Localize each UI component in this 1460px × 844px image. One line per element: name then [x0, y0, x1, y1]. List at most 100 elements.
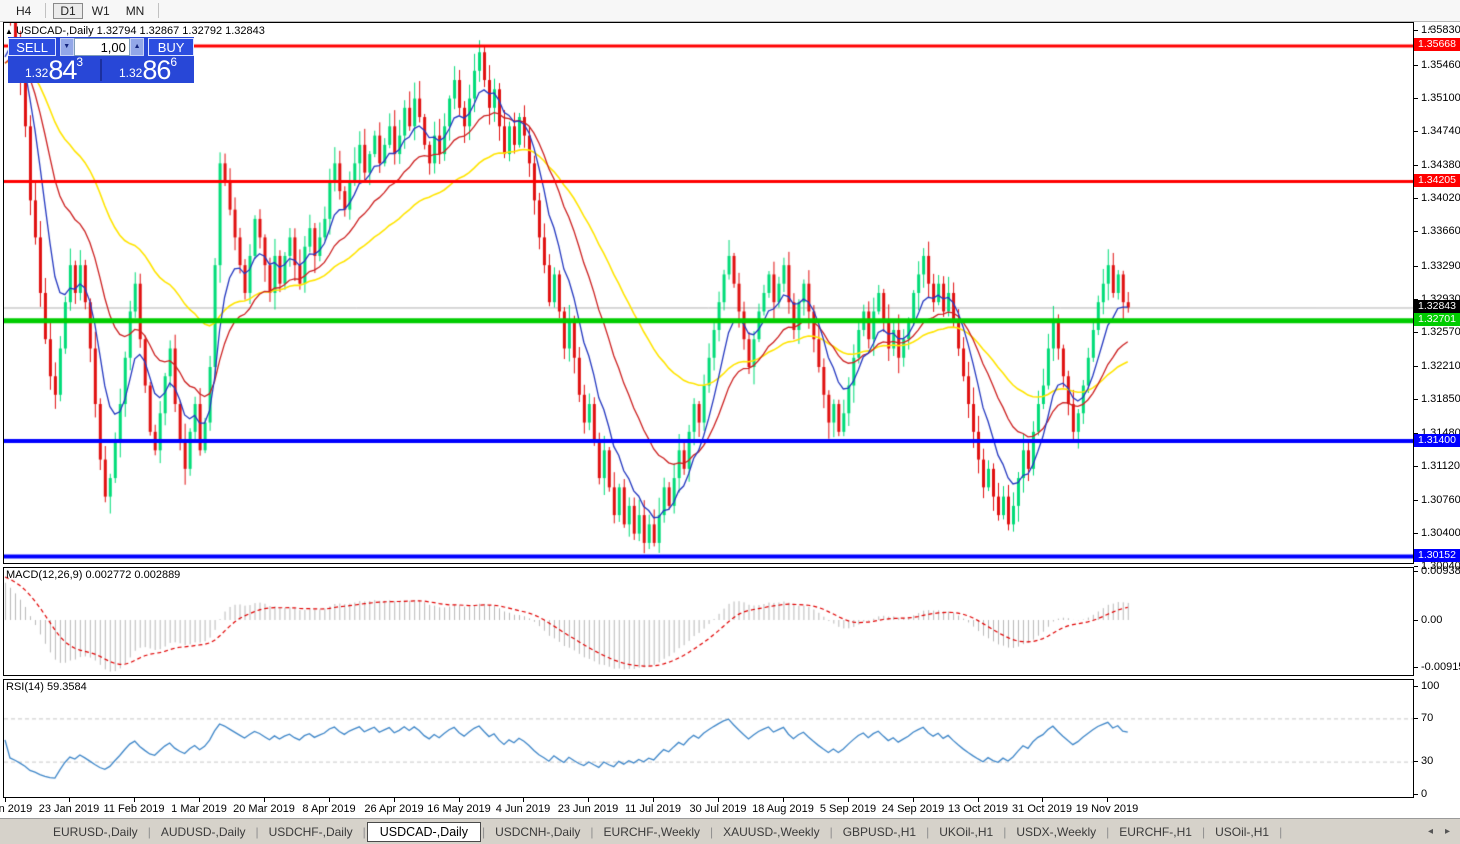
chart-shift-marker-icon[interactable]: ▴ [1428, 23, 1433, 32]
chart-tab-audusd-daily[interactable]: AUDUSD-,Daily [160, 824, 246, 839]
timeframe-button-mn[interactable]: MN [125, 3, 145, 18]
buy-price-prefix: 1.32 [118, 66, 143, 80]
price-tick-label: 1.35100 [1421, 92, 1460, 104]
price-tick-label: 1.32210 [1421, 360, 1460, 372]
date-tick [69, 798, 70, 802]
price-scale[interactable]: 1.35830 1.35460 1.35100 1.34740 1.34380 1.340… [1414, 0, 1460, 820]
tab-separator: | [255, 824, 259, 839]
tab-separator: | [362, 824, 366, 839]
hline-price-tag: 1.32701 [1414, 313, 1460, 326]
rsi-canvas[interactable] [4, 680, 1413, 797]
date-tick [459, 798, 460, 802]
price-tick-label: 1.35830 [1421, 24, 1460, 36]
date-tick [5, 798, 6, 802]
chart-tab-usoil-h1[interactable]: USOil-,H1 [1215, 824, 1270, 839]
macd-canvas[interactable] [4, 568, 1413, 675]
date-label: 11 Feb 2019 [103, 803, 165, 815]
tab-separator: | [1003, 824, 1007, 839]
date-tick [783, 798, 784, 802]
chart-title: ▲ USDCAD-,Daily 1.32794 1.32867 1.32792 … [5, 25, 265, 37]
axis-tick [1414, 566, 1418, 567]
axis-tick [1414, 30, 1418, 31]
date-label: 19 Nov 2019 [1075, 803, 1139, 815]
chart-tab-xauusd-weekly[interactable]: XAUUSD-,Weekly [723, 824, 820, 839]
date-label: 24 Sep 2019 [881, 803, 945, 815]
chart-tab-usdcad-daily[interactable]: USDCAD-,Daily [366, 821, 481, 842]
date-label: 16 May 2019 [427, 803, 491, 815]
price-tick-label: 1.34740 [1421, 125, 1460, 137]
sell-button[interactable]: SELL [8, 38, 57, 56]
date-tick [199, 798, 200, 802]
axis-tick [1414, 500, 1418, 501]
date-tick [264, 798, 265, 802]
timeframe-button-d1[interactable]: D1 [53, 2, 83, 19]
timeframe-button-h4[interactable]: H4 [16, 3, 32, 18]
axis-tick [1414, 65, 1418, 66]
chart-tab-usdchf-daily[interactable]: USDCHF-,Daily [268, 824, 353, 839]
buy-price-display[interactable]: 1.32 86 6 [102, 55, 194, 84]
price-tick-label: 1.30400 [1421, 527, 1460, 539]
axis-tick [1414, 131, 1418, 132]
date-label: 23 Jan 2019 [38, 803, 100, 815]
axis-tick [1414, 667, 1418, 668]
date-tick [848, 798, 849, 802]
volume-decrease-button[interactable]: ▼ [59, 38, 74, 56]
date-tick [653, 798, 654, 802]
main-chart-panel [3, 22, 1414, 564]
date-tick [913, 798, 914, 802]
tab-scroll-right-icon[interactable]: ▸ [1444, 826, 1450, 837]
date-tick [718, 798, 719, 802]
price-chart-canvas[interactable] [4, 23, 1413, 563]
chart-tab-eurusd-daily[interactable]: EURUSD-,Daily [53, 824, 138, 839]
axis-tick [1414, 299, 1418, 300]
tab-separator: | [481, 824, 486, 839]
rsi-value-label: 59.3584 [46, 681, 87, 693]
timeframe-button-w1[interactable]: W1 [91, 3, 110, 18]
price-divider [100, 59, 102, 81]
axis-tick [1414, 198, 1418, 199]
tab-scroll-left-icon[interactable]: ◂ [1427, 826, 1433, 837]
volume-input[interactable] [73, 38, 130, 56]
price-tick-label: 1.31850 [1421, 393, 1460, 405]
date-label: 4 Jan 2019 [0, 803, 33, 815]
date-tick [588, 798, 589, 802]
date-tick [134, 798, 135, 802]
tab-separator: | [1279, 824, 1283, 839]
chart-tab-eurchf-h1[interactable]: EURCHF-,H1 [1119, 824, 1192, 839]
date-tick [329, 798, 330, 802]
axis-tick [1414, 686, 1418, 687]
axis-tick [1414, 761, 1418, 762]
axis-tick [1414, 718, 1418, 719]
rsi-tick-label: 0 [1421, 788, 1428, 800]
price-tick-label: 1.35460 [1421, 59, 1460, 71]
tab-separator: | [147, 824, 151, 839]
tab-separator: | [1201, 824, 1206, 839]
axis-tick [1414, 98, 1418, 99]
price-tick-label: 1.34020 [1421, 192, 1460, 204]
volume-increase-button[interactable]: ▲ [129, 38, 145, 56]
chart-tab-gbpusd-h1[interactable]: GBPUSD-,H1 [842, 824, 917, 839]
sell-price-display[interactable]: 1.32 84 3 [8, 55, 100, 84]
axis-tick [1414, 794, 1418, 795]
tab-separator: | [710, 824, 714, 839]
chart-tab-bar: EURUSD-,Daily | AUDUSD-,Daily | USDCHF-,Dail… [0, 818, 1460, 844]
date-label: 8 Apr 2019 [302, 803, 356, 815]
date-label: 4 Jun 2019 [495, 803, 551, 815]
macd-tick-label: 0.00 [1421, 614, 1443, 626]
chart-tab-usdx-weekly[interactable]: USDX-,Weekly [1016, 824, 1097, 839]
rsi-indicator-panel [3, 679, 1414, 798]
date-label: 5 Sep 2019 [819, 803, 877, 815]
date-tick [1107, 798, 1108, 802]
price-tick-label: 1.33290 [1421, 260, 1460, 272]
chart-symbol-label: USDCAD-,Daily [15, 25, 94, 37]
macd-name-label: MACD(12,26,9) [6, 569, 83, 581]
date-label: 13 Oct 2019 [948, 803, 1008, 815]
date-label: 11 Jul 2019 [624, 803, 682, 815]
chart-tab-usdcnh-daily[interactable]: USDCNH-,Daily [495, 824, 581, 839]
buy-button[interactable]: BUY [148, 38, 194, 56]
chart-tab-eurchf-weekly[interactable]: EURCHF-,Weekly [603, 824, 700, 839]
rsi-name-label: RSI(14) [6, 681, 44, 693]
chart-tab-ukoil-h1[interactable]: UKOil-,H1 [939, 824, 994, 839]
macd-tick-label: -0.00915 [1421, 661, 1460, 673]
